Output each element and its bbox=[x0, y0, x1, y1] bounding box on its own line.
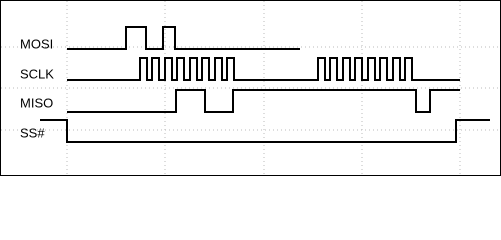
sclk-wave bbox=[67, 57, 460, 81]
signal-label: MISO bbox=[20, 95, 53, 110]
signal-label: SCLK bbox=[20, 66, 54, 81]
grid bbox=[1, 1, 500, 175]
signal-label: MOSI bbox=[20, 36, 53, 51]
miso-wave bbox=[67, 89, 460, 113]
mosi-wave bbox=[67, 26, 300, 50]
page: {"signals": ["MOSI", "SCLK", "MISO", "SS… bbox=[0, 0, 501, 176]
signal-label: SS# bbox=[20, 125, 45, 140]
ss-wave bbox=[40, 119, 490, 143]
timing-diagram: MOSI SCLK MISO SS# bbox=[0, 0, 501, 176]
